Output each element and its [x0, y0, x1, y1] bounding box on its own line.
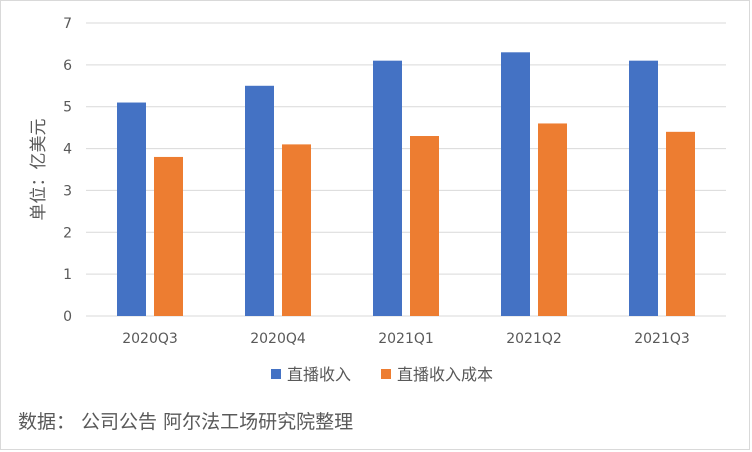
bar	[117, 102, 146, 317]
legend: 直播收入 直播收入成本	[271, 365, 493, 384]
bars	[117, 52, 695, 317]
bar	[666, 131, 695, 316]
bar	[538, 123, 567, 316]
bar	[501, 52, 530, 317]
bar	[245, 85, 274, 317]
y-axis-ticks: 0 1 2 3 4 5 6 7	[63, 16, 72, 325]
y-tick-label: 0	[63, 309, 72, 325]
bar	[154, 156, 183, 316]
y-tick-label: 2	[63, 225, 72, 241]
grid-lines	[86, 22, 726, 317]
x-tick-label: 2020Q3	[122, 331, 178, 347]
x-tick-label: 2021Q2	[506, 331, 562, 347]
y-tick-label: 1	[63, 267, 72, 283]
y-tick-label: 4	[63, 142, 72, 158]
y-tick-label: 6	[63, 58, 72, 74]
x-tick-label: 2021Q1	[378, 331, 434, 347]
legend-swatch	[271, 369, 281, 379]
x-tick-label: 2021Q3	[634, 331, 690, 347]
y-tick-label: 3	[63, 183, 72, 199]
bar	[410, 136, 439, 316]
x-axis-ticks: 2020Q3 2020Q4 2021Q1 2021Q2 2021Q3	[122, 331, 690, 347]
legend-label: 直播收入	[287, 365, 351, 384]
legend-label: 直播收入成本	[397, 365, 493, 384]
bar	[282, 144, 311, 316]
x-tick-label: 2020Q4	[250, 331, 306, 347]
legend-swatch	[381, 369, 391, 379]
source-note: 数据： 公司公告 阿尔法工场研究院整理	[18, 411, 354, 433]
y-tick-label: 5	[63, 100, 72, 116]
y-axis-label: 单位：亿美元	[29, 119, 49, 221]
bar	[629, 60, 658, 316]
bar	[373, 60, 402, 316]
y-tick-label: 7	[63, 16, 72, 32]
